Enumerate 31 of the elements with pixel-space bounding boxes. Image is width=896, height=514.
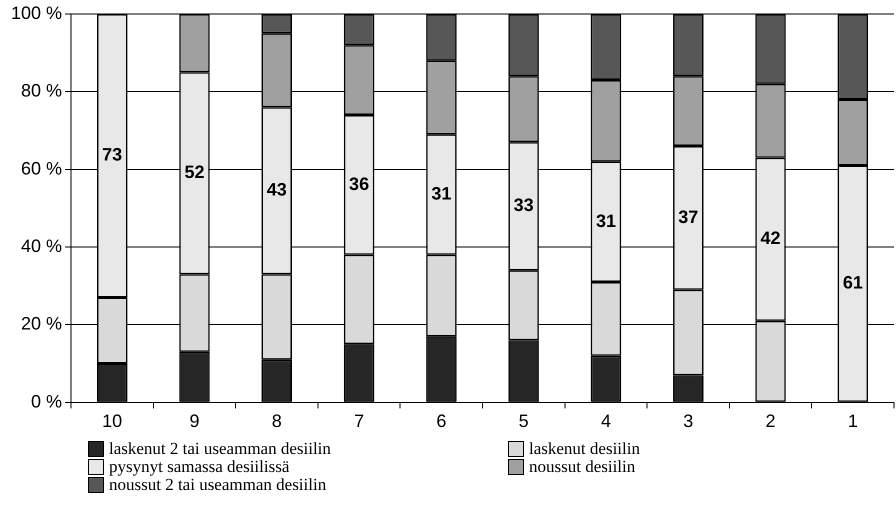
legend-label: laskenut 2 tai useamman desiilin xyxy=(109,439,331,458)
data-label: 31 xyxy=(431,184,452,204)
x-tick-label: 3 xyxy=(683,411,694,432)
x-tick-label: 1 xyxy=(848,411,858,432)
x-tick-label: 5 xyxy=(518,411,529,432)
x-tick-label: 10 xyxy=(102,411,122,432)
x-tick-label: 9 xyxy=(189,411,200,432)
x-tick-label: 4 xyxy=(600,411,611,432)
data-label: 37 xyxy=(678,206,698,227)
y-tick-label: 20 % xyxy=(21,314,62,334)
y-tick-label: 60 % xyxy=(21,158,62,178)
legend-label: laskenut desiilin xyxy=(529,439,640,458)
data-label: 33 xyxy=(514,195,534,216)
legend-label: noussut 2 tai useamman desiilin xyxy=(109,475,326,494)
x-tick-label: 8 xyxy=(272,411,282,432)
x-tick-label: 6 xyxy=(436,411,446,432)
data-label: 36 xyxy=(349,174,370,194)
data-label: 42 xyxy=(760,228,781,248)
legend-label: noussut desiilin xyxy=(529,457,636,476)
y-tick-label: 80 % xyxy=(21,80,62,101)
x-tick-label: 2 xyxy=(766,411,776,432)
data-label: 61 xyxy=(842,272,863,293)
y-tick-label: 0 % xyxy=(31,391,62,412)
data-label: 52 xyxy=(184,162,204,182)
data-label: 43 xyxy=(266,180,287,200)
x-tick-label: 7 xyxy=(354,411,364,432)
legend-label: pysynyt samassa desiilissä xyxy=(109,457,290,476)
y-tick-label: 40 % xyxy=(21,236,62,256)
y-tick-label: 100 % xyxy=(10,2,62,23)
data-label: 31 xyxy=(596,210,616,231)
data-label: 73 xyxy=(102,144,122,165)
